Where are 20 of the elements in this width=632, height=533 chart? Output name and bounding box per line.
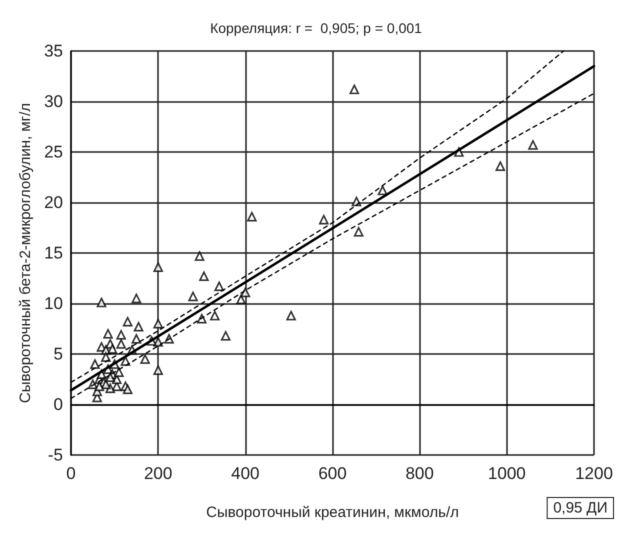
x-axis-title: Сывороточный креатинин, мкмоль/л xyxy=(206,504,459,521)
x-tick-label: 800 xyxy=(405,464,434,483)
y-tick-label: 30 xyxy=(44,92,63,111)
y-tick-label: 5 xyxy=(54,344,63,364)
text: 0,95 ДИ xyxy=(553,500,608,516)
x-tick-label: 0 xyxy=(66,464,76,483)
y-tick-label: 10 xyxy=(44,294,63,313)
x-tick-label: 1000 xyxy=(488,464,526,483)
x-tick-label: 200 xyxy=(144,464,172,483)
y-axis-title: Сывороточный бета-2-микроглобулин, мг/л xyxy=(17,102,34,404)
x-tick-label: 600 xyxy=(318,464,347,483)
y-tick-label: -5 xyxy=(48,446,63,464)
chart-title: Корреляция: r = 0,905; p = 0,001 xyxy=(210,20,422,36)
y-tick-label: 20 xyxy=(44,193,63,212)
x-tick-label: 1200 xyxy=(575,464,613,483)
y-tick-label: 15 xyxy=(44,244,63,262)
y-tick-label: 0 xyxy=(54,395,63,414)
x-tick-label: 400 xyxy=(231,464,260,483)
y-tick-label: 35 xyxy=(44,42,63,60)
y-tick-label: 25 xyxy=(44,142,63,162)
